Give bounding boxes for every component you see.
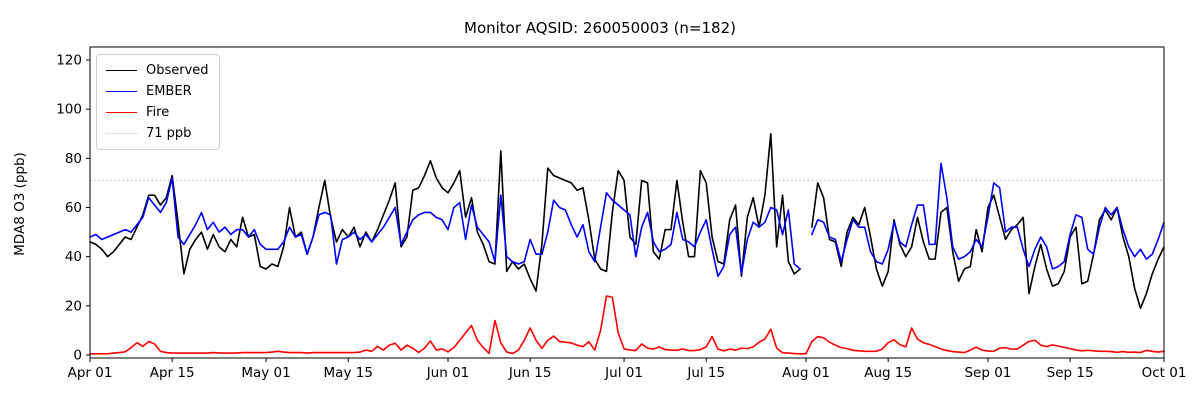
plot-frame: [89, 46, 1165, 359]
x-tick-label: Aug 15: [864, 365, 912, 381]
threshold-line-swatch-icon: [106, 133, 137, 134]
series-line-observed: [89, 132, 1165, 310]
legend-item-fire: Fire: [106, 102, 209, 123]
y-tick-label: 100: [56, 102, 82, 118]
legend-label-observed: Observed: [146, 63, 209, 78]
x-tick-label: May 01: [241, 365, 290, 381]
legend-item-observed: Observed: [106, 60, 209, 81]
y-axis-label: MDA8 O3 (ppb): [12, 152, 28, 256]
x-tick-label: Jun 15: [508, 365, 552, 381]
y-tick-label: 40: [65, 249, 82, 265]
observed-line-swatch-icon: [106, 70, 137, 71]
x-tick-label: Sep 01: [964, 365, 1011, 381]
legend-label-threshold: 71 ppb: [146, 126, 192, 141]
y-tick-label: 20: [65, 298, 82, 314]
fire-line-swatch-icon: [106, 112, 137, 113]
ember-line-swatch-icon: [106, 91, 137, 92]
legend-label-fire: Fire: [146, 105, 170, 120]
x-tick-label: Apr 15: [150, 365, 195, 381]
x-tick-label: Oct 01: [1142, 365, 1187, 381]
x-tick-label: Jul 15: [686, 365, 725, 381]
series-line-fire: [89, 295, 1165, 355]
chart-title: Monitor AQSID: 260050003 (n=182): [464, 19, 736, 37]
series-line-ember: [89, 162, 1165, 278]
x-tick-label: Sep 15: [1047, 365, 1094, 381]
legend-item-threshold: 71 ppb: [106, 123, 209, 144]
y-tick-label: 80: [65, 151, 82, 167]
x-tick-label: Jun 01: [426, 365, 470, 381]
y-tick-label: 0: [73, 348, 82, 364]
legend-item-ember: EMBER: [106, 81, 209, 102]
legend: Observed EMBER Fire 71 ppb: [96, 54, 220, 150]
y-tick-label: 60: [65, 200, 82, 216]
x-tick-label: Jul 01: [604, 365, 643, 381]
x-tick-label: May 15: [324, 365, 373, 381]
y-tick-label: 120: [56, 53, 82, 69]
legend-label-ember: EMBER: [146, 84, 192, 99]
x-tick-label: Apr 01: [68, 365, 113, 381]
x-tick-label: Aug 01: [782, 365, 830, 381]
